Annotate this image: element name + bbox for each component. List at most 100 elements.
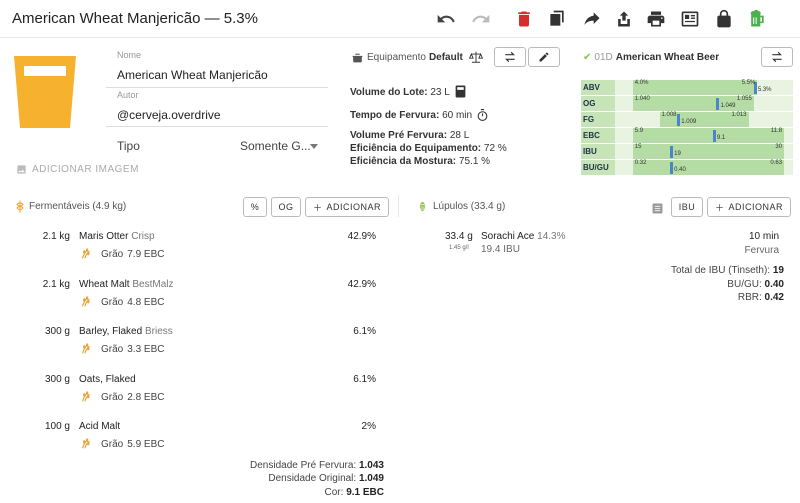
percent-button[interactable]: % [243,197,267,217]
grain-icon [79,294,93,311]
fermentable-color: 7.9 EBC [127,249,165,260]
mash-efficiency-value: 75.1 % [458,156,491,167]
section-divider [398,195,399,217]
edit-equipment-button[interactable] [528,47,560,67]
fermentable-name[interactable]: Oats, Flaked [79,373,136,385]
delete-icon[interactable] [513,8,535,30]
style-bar-min: 15 [634,144,642,150]
equipment-efficiency-label: Eficiência do Equipamento: [350,143,482,154]
chevron-down-icon[interactable] [310,144,318,149]
undo-icon[interactable] [435,8,457,30]
timer-icon[interactable] [476,108,489,127]
name-label: Nome [117,50,142,60]
fermentable-name[interactable]: Acid Malt [79,421,121,432]
check-icon: ✔ [583,51,592,63]
og-button[interactable]: OG [271,197,301,217]
fermentable-name-row: Wheat Malt BestMalz [79,279,173,290]
style-bar-range [632,96,754,111]
boil-time-label: Tempo de Fervura: [350,110,440,121]
fermentable-name[interactable]: Maris Otter [79,231,129,242]
fermentable-amount: 2.1 kg [42,278,70,290]
style-bar-fg: FG 1.008 1.013 1.009 [581,112,793,127]
style-bar-min: 5.9 [634,128,644,134]
pot-icon [352,53,363,62]
style-header[interactable]: ✔ 01D American Wheat Beer [583,42,719,72]
fermentables-title: Fermentáveis (4.9 kg) [29,200,127,212]
newspaper-icon[interactable] [679,8,701,30]
preboil-volume-row: Volume Pré Fervura: 28 L [350,130,469,141]
fermentable-details: Grão 2.8 EBC [79,389,164,406]
style-bar-label: OG [581,96,615,111]
style-bar-marker [712,130,716,142]
author-input[interactable]: @cerveja.overdrive [117,108,221,122]
share-icon[interactable] [581,8,603,30]
style-bar-og: OG 1.040 1.055 1.049 [581,96,793,111]
add-image-label: ADICIONAR IMAGEM [32,164,139,175]
swap-style-button[interactable] [761,47,793,67]
style-bar-max: 0.63 [770,160,783,166]
style-bar-label: ABV [581,80,615,95]
fermentable-percent: 6.1% [353,326,376,337]
style-bar-value: 1.049 [720,103,736,109]
fermentable-amount: 100 g [44,421,70,432]
scale-icon[interactable] [468,50,484,69]
lock-icon[interactable] [713,8,735,30]
hop-list-icon[interactable] [652,201,663,219]
recipe-name-input[interactable]: American Wheat Manjericão [117,68,268,82]
fermentable-name[interactable]: Wheat Malt [79,278,130,290]
style-bar-min: 1.008 [661,112,677,118]
style-bar-track: 5.9 11.8 9.1 [615,128,793,143]
style-bar-abv: ABV 4.0% 5.5% 5.3% [581,80,793,95]
style-bar-marker [670,146,674,158]
hops-header: Lúpulos (33.4 g) [416,195,505,217]
preboil-gravity-value: 1.043 [358,460,384,471]
style-bar-ebc: EBC 5.9 11.8 9.1 [581,128,793,143]
beer-icon[interactable] [746,8,768,30]
style-bar-track: 1.008 1.013 1.009 [615,112,793,127]
type-select[interactable]: Somente G... [240,139,311,153]
original-gravity-label: Densidade Original: [268,473,357,484]
style-bar-value: 9.1 [716,135,726,141]
export-icon[interactable] [613,8,635,30]
bugu-label: BU/GU: [727,279,762,290]
style-bar-max: 1.013 [731,112,747,118]
bugu-value: 0.40 [764,279,784,290]
calculator-icon[interactable] [455,85,466,103]
mash-efficiency-label: Eficiência da Mostura: [350,156,457,167]
fermentable-amount: 300 g [44,373,70,385]
add-image-button[interactable]: ADICIONAR IMAGEM [16,164,139,175]
bugu-row: BU/GU: 0.40 [727,279,784,290]
fermentable-type: Grão [101,439,124,450]
add-fermentable-button[interactable]: ＋ ADICIONAR [305,197,389,217]
style-bar-range [659,112,749,127]
copy-icon[interactable] [546,8,568,30]
grain-icon [79,246,93,263]
ibu-button[interactable]: IBU [671,197,703,217]
style-bar-range [632,128,785,143]
boil-time-value: 60 min [442,110,473,121]
fermentable-color: 4.8 EBC [127,296,165,308]
page-title: American Wheat Manjericão — 5.3% [12,10,258,27]
fermentable-name[interactable]: Barley, Flaked [79,326,143,337]
style-bar-marker [753,82,757,94]
equipment-label: Equipamento [367,51,426,63]
equipment-name[interactable]: Default [428,51,463,63]
hop-amount: 33.4 g [445,231,473,242]
redo-icon[interactable] [470,8,492,30]
image-icon [17,165,26,174]
fermentable-type: Grão [101,249,124,260]
style-bar-ibu: IBU 15 30 19 [581,144,793,159]
style-bar-max: 5.5% [741,80,756,86]
swap-equipment-button[interactable] [494,47,526,67]
print-icon[interactable] [645,8,667,30]
add-hop-button[interactable]: ＋ ADICIONAR [707,197,791,217]
style-bar-min: 1.040 [634,96,650,102]
top-bar: American Wheat Manjericão — 5.3% [0,0,800,38]
total-ibu-row: Total de IBU (Tinseth): 19 [671,265,784,276]
style-bar-label: FG [581,112,615,127]
hop-name-row: Sorachi Ace 14.3% [481,231,566,242]
total-ibu-label: Total de IBU (Tinseth): [670,265,771,276]
author-label: Autor [117,90,139,100]
author-underline [106,126,328,127]
hop-use: Fervura [744,245,779,256]
